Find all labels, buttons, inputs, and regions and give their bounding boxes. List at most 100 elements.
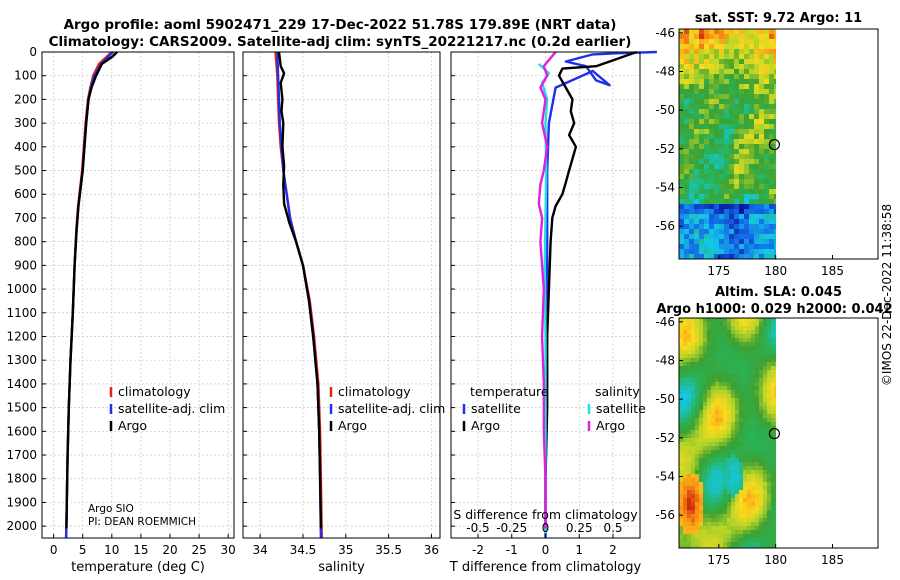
map-cell [731, 534, 736, 539]
map-cell [691, 402, 696, 407]
map-cell [699, 446, 704, 451]
map-cell [711, 322, 716, 327]
map-cell [774, 169, 777, 175]
map-cell [759, 99, 765, 105]
map-cell [689, 214, 695, 220]
map-cell [727, 354, 732, 359]
map-cell [759, 358, 764, 363]
map-cell [711, 494, 716, 499]
map-cell [751, 322, 756, 327]
map-cell [691, 386, 696, 391]
map-cell [735, 474, 740, 479]
map-cell [747, 382, 752, 387]
map-cell [714, 234, 720, 240]
map-cell [767, 502, 772, 507]
map-cell [684, 54, 690, 60]
map-cell [684, 64, 690, 70]
map-cell [704, 139, 710, 145]
map-cell [679, 44, 685, 50]
map-cell [727, 350, 732, 355]
map-cell [775, 434, 777, 439]
map-cell [743, 362, 748, 367]
map-cell [699, 39, 705, 45]
map-cell [747, 390, 752, 395]
map-cell [711, 370, 716, 375]
map-cell [729, 149, 735, 155]
map-cell [724, 249, 730, 255]
map-cell [743, 478, 748, 483]
map-cell [751, 502, 756, 507]
map-cell [727, 390, 732, 395]
map-cell [739, 522, 744, 527]
map-cell [691, 406, 696, 411]
map-cell [691, 506, 696, 511]
map-cell [709, 154, 715, 160]
map-cell [709, 29, 715, 35]
map-cell [714, 39, 720, 45]
map-cell [695, 434, 700, 439]
map-cell [724, 209, 730, 215]
map-cell [704, 214, 710, 220]
map-cell [704, 79, 710, 85]
map-cell [764, 229, 770, 235]
map-cell [687, 506, 692, 511]
map-cell [747, 318, 752, 323]
map-cell [719, 149, 725, 155]
map-cell [719, 209, 725, 215]
map-cell [775, 402, 777, 407]
map-cell [699, 318, 704, 323]
map-cell [739, 334, 744, 339]
map-cell [711, 378, 716, 383]
map-cell [709, 59, 715, 65]
map-cell [751, 546, 756, 549]
map-cell [719, 534, 724, 539]
map-cell [751, 318, 756, 323]
x-tick-label: 36 [424, 543, 439, 557]
map-cell [691, 366, 696, 371]
map-cell [731, 502, 736, 507]
y-tick-label: -46 [655, 315, 675, 329]
map-cell [723, 478, 728, 483]
map-cell [704, 164, 710, 170]
map-cell [731, 426, 736, 431]
map-cell [774, 244, 777, 250]
map-cell [679, 334, 684, 339]
map-cell [715, 402, 720, 407]
map-cell [709, 79, 715, 85]
map-cell [767, 342, 772, 347]
map-cell [704, 179, 710, 185]
map-cell [719, 518, 724, 523]
map-cell [743, 518, 748, 523]
map-cell [759, 29, 765, 35]
y-tick-label: 2000 [6, 519, 37, 533]
map-cell [775, 474, 777, 479]
map-cell [751, 398, 756, 403]
map-cell [707, 326, 712, 331]
map-cell [763, 542, 768, 547]
map-cell [719, 224, 725, 230]
map-cell [749, 104, 755, 110]
map-cell [694, 154, 700, 160]
map-cell [739, 94, 745, 100]
map-cell [739, 446, 744, 451]
map-cell [684, 204, 690, 210]
map-cell [711, 338, 716, 343]
map-cell [755, 462, 760, 467]
map-cell [709, 179, 715, 185]
map-cell [695, 354, 700, 359]
map-cell [703, 534, 708, 539]
map-cell [719, 526, 724, 531]
map-cell [679, 209, 685, 215]
map-cell [775, 454, 777, 459]
map-cell [744, 139, 750, 145]
map-cell [747, 334, 752, 339]
map-cell [711, 466, 716, 471]
map-cell [767, 474, 772, 479]
map-cell [695, 430, 700, 435]
map-cell [739, 382, 744, 387]
map-cell [691, 482, 696, 487]
map-cell [744, 214, 750, 220]
map-cell [743, 354, 748, 359]
map-cell [739, 534, 744, 539]
map-cell [729, 64, 735, 70]
